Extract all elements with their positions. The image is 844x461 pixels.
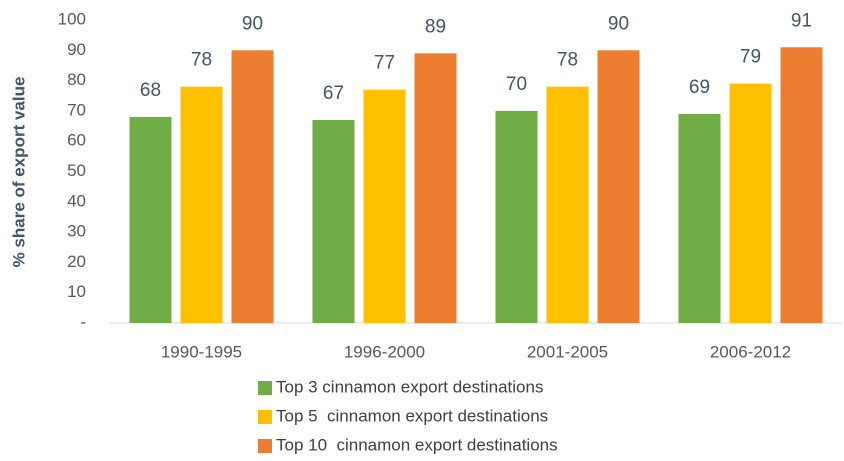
data-label: 78 (557, 50, 578, 71)
y-tick-label: 80 (67, 70, 86, 89)
bar (180, 86, 223, 323)
legend-label: Top 10 cinnamon export destinations (276, 435, 558, 454)
x-tick-label: 2001-2005 (527, 342, 608, 361)
bar (678, 113, 721, 324)
bar (129, 116, 172, 324)
data-label: 70 (506, 74, 527, 95)
bar (729, 83, 772, 323)
bar (546, 86, 589, 323)
y-tick-label: 10 (67, 282, 86, 301)
data-label: 89 (425, 16, 446, 37)
legend-label: Top 3 cinnamon export destinations (276, 377, 543, 396)
y-tick-label: 70 (67, 100, 86, 119)
y-tick-label: 20 (67, 252, 86, 271)
y-tick-label: 100 (58, 9, 86, 28)
x-tick-label: 1996-2000 (344, 342, 425, 361)
data-label: 77 (374, 53, 395, 74)
x-tick-label: 1990-1995 (161, 342, 242, 361)
data-label: 91 (791, 10, 812, 31)
x-tick-label: 2006-2012 (710, 342, 791, 361)
data-label: 67 (323, 83, 344, 104)
data-label: 79 (740, 47, 761, 68)
data-label: 69 (689, 77, 710, 98)
data-label: 90 (608, 13, 629, 34)
legend-swatch (258, 381, 272, 395)
legend-label: Top 5 cinnamon export destinations (276, 406, 548, 425)
y-tick-label: 60 (67, 131, 86, 150)
bar (780, 47, 823, 324)
y-tick-label: 40 (67, 191, 86, 210)
bar (312, 119, 355, 324)
y-tick-label: 50 (67, 161, 86, 180)
y-tick-label: - (80, 312, 86, 331)
data-label: 68 (140, 80, 161, 101)
bar (597, 50, 640, 324)
bar (363, 89, 406, 323)
y-tick-label: 90 (67, 40, 86, 59)
y-axis-label: % share of export value (9, 77, 28, 268)
legend-swatch (258, 410, 272, 424)
y-tick-label: 30 (67, 222, 86, 241)
data-label: 90 (242, 13, 263, 34)
data-label: 78 (191, 50, 212, 71)
bar (414, 53, 457, 324)
bar (495, 110, 538, 324)
bar (231, 50, 274, 324)
legend-swatch (258, 439, 272, 453)
